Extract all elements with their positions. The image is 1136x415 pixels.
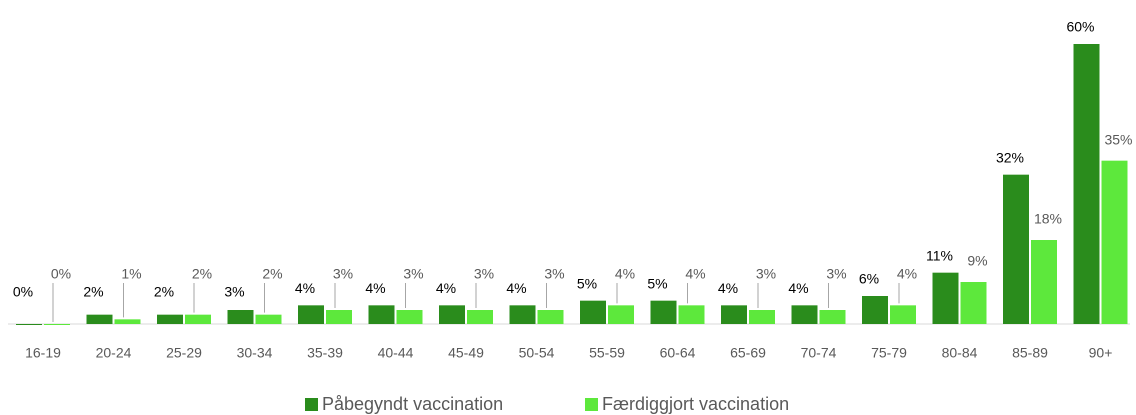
bar [819, 310, 846, 324]
x-tick-label: 65-69 [730, 345, 766, 361]
bar [862, 296, 888, 324]
data-label: 3% [403, 266, 423, 282]
bar [439, 305, 465, 324]
data-label: 4% [615, 266, 635, 282]
bar [44, 324, 70, 325]
data-label: 11% [926, 247, 953, 263]
bar [509, 305, 536, 324]
x-tick-label: 70-74 [801, 345, 837, 361]
bar [650, 300, 677, 324]
data-label: 5% [577, 275, 597, 291]
x-tick-label: 80-84 [942, 345, 978, 361]
legend-label: Påbegyndt vaccination [322, 394, 503, 414]
data-label: 32% [996, 149, 1024, 165]
data-label: 18% [1034, 211, 1062, 227]
bar [255, 314, 282, 324]
data-label: 2% [83, 284, 103, 300]
bar [16, 324, 42, 325]
data-label: 5% [647, 275, 667, 291]
x-tick-label: 20-24 [96, 345, 132, 361]
bar [157, 314, 183, 324]
x-tick-label: 50-54 [519, 345, 555, 361]
x-tick-label: 30-34 [237, 345, 273, 361]
data-label: 6% [859, 271, 879, 287]
data-label: 4% [436, 280, 456, 296]
bar [1073, 44, 1100, 324]
x-tick-label: 40-44 [378, 345, 414, 361]
bar [580, 300, 606, 324]
data-label: 4% [295, 280, 315, 296]
bar [1101, 160, 1128, 324]
data-label: 3% [756, 266, 776, 282]
bar [608, 305, 634, 324]
data-label: 0% [51, 266, 71, 282]
data-label: 3% [333, 266, 353, 282]
data-label: 3% [826, 266, 846, 282]
bar [537, 310, 564, 324]
x-tick-label: 45-49 [448, 345, 484, 361]
bar [368, 305, 395, 324]
legend-label: Færdiggjort vaccination [602, 394, 789, 414]
legend-swatch [305, 398, 318, 411]
bar [721, 305, 747, 324]
data-label: 4% [365, 280, 385, 296]
x-tick-label: 35-39 [307, 345, 343, 361]
data-label: 3% [544, 266, 564, 282]
data-label: 2% [192, 266, 212, 282]
bar [678, 305, 705, 324]
x-tick-label: 55-59 [589, 345, 625, 361]
x-tick-label: 75-79 [871, 345, 907, 361]
data-label: 0% [13, 284, 33, 300]
bar [86, 314, 113, 324]
legend-swatch [585, 398, 598, 411]
data-label: 4% [718, 280, 738, 296]
data-label: 4% [897, 266, 917, 282]
bar [1031, 240, 1057, 324]
bar [396, 310, 423, 324]
bar [749, 310, 775, 324]
data-label: 4% [506, 280, 526, 296]
bar [890, 305, 916, 324]
x-tick-label: 90+ [1089, 345, 1113, 361]
x-tick-label: 85-89 [1012, 345, 1048, 361]
data-label: 2% [262, 266, 282, 282]
data-label: 60% [1066, 19, 1094, 35]
bar [1003, 174, 1029, 324]
data-label: 3% [474, 266, 494, 282]
data-label: 2% [154, 284, 174, 300]
bar [185, 314, 211, 324]
data-label: 4% [788, 280, 808, 296]
bar [298, 305, 324, 324]
x-tick-label: 16-19 [25, 345, 61, 361]
x-tick-label: 60-64 [660, 345, 696, 361]
bar [326, 310, 352, 324]
x-tick-label: 25-29 [166, 345, 202, 361]
data-label: 4% [685, 266, 705, 282]
bar [932, 272, 959, 324]
data-label: 1% [121, 266, 141, 282]
bar [467, 310, 493, 324]
bar [227, 310, 254, 324]
bar [114, 319, 141, 324]
data-label: 9% [967, 253, 987, 269]
bar [791, 305, 818, 324]
data-label: 35% [1104, 131, 1132, 147]
bar [960, 282, 987, 324]
data-label: 3% [224, 284, 244, 300]
